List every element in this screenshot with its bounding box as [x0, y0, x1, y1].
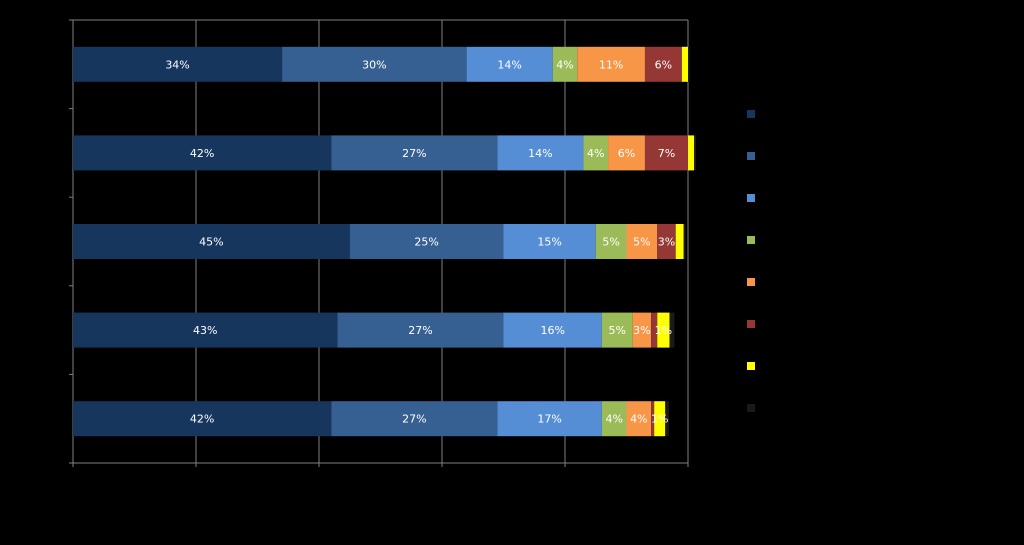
bar-segment — [73, 46, 283, 82]
legend-swatch — [747, 320, 755, 328]
bar-segment — [583, 135, 609, 171]
bar-segment — [349, 224, 504, 259]
bar-segment — [503, 224, 596, 259]
bar-segment — [497, 401, 602, 437]
bar-segment — [466, 46, 553, 82]
bar-segment — [608, 135, 645, 171]
bar-segment — [552, 46, 578, 82]
bar-segment — [694, 135, 696, 171]
bar-data-label: 3% — [633, 324, 650, 337]
bar-data-label: 5% — [633, 236, 650, 249]
legend — [747, 110, 755, 412]
bar-data-label: 5% — [602, 236, 619, 249]
bar-segment — [644, 46, 682, 82]
bar-data-label: 42% — [190, 147, 214, 160]
bar-data-label: 15% — [537, 236, 561, 249]
bar-data-label: 34% — [165, 58, 189, 71]
bar-segment — [73, 135, 332, 171]
legend-swatch — [747, 152, 755, 160]
bar-data-label: 4% — [605, 413, 622, 426]
bar-data-label: 1% — [655, 324, 672, 337]
bar-segment — [681, 46, 688, 82]
bar-data-label: 27% — [402, 413, 426, 426]
bars — [73, 46, 696, 437]
bar-data-label: 16% — [540, 324, 564, 337]
bar-segment — [331, 135, 498, 171]
bar-data-label: 27% — [402, 147, 426, 160]
bar-segment — [626, 224, 658, 259]
bar-data-label: 4% — [556, 58, 573, 71]
bar-segment — [497, 135, 584, 171]
bar-data-label: 25% — [414, 236, 438, 249]
bar-data-label: 1% — [651, 413, 668, 426]
bar-segment — [665, 401, 669, 437]
bar-segment — [595, 224, 627, 259]
bar-segment — [626, 401, 652, 437]
bar-segment — [331, 401, 498, 437]
bar-segment — [337, 312, 504, 348]
bar-data-label: 30% — [362, 58, 386, 71]
bar-data-label: 43% — [193, 324, 217, 337]
bar-segment — [651, 401, 655, 437]
bar-segment — [657, 224, 676, 259]
bar-segment — [669, 312, 675, 348]
bar-data-label: 5% — [609, 324, 626, 337]
bar-segment — [73, 224, 350, 259]
legend-swatch — [747, 110, 755, 118]
bar-segment — [683, 224, 686, 259]
bar-data-label: 7% — [658, 147, 675, 160]
bar-data-label: 42% — [190, 413, 214, 426]
legend-swatch — [747, 362, 755, 370]
bar-data-label: 14% — [528, 147, 552, 160]
bar-segment — [688, 135, 695, 171]
legend-swatch — [747, 236, 755, 244]
bar-data-label: 45% — [199, 236, 223, 249]
bar-segment — [675, 224, 684, 259]
bar-data-label: 17% — [537, 413, 561, 426]
bar-segment — [688, 46, 690, 82]
bar-data-label: 27% — [408, 324, 432, 337]
bar-segment — [577, 46, 645, 82]
bar-data-label: 11% — [599, 58, 623, 71]
bar-data-label: 3% — [658, 236, 675, 249]
bar-data-label: 4% — [587, 147, 604, 160]
data-labels: 34% 30% 14% 4% 11% 6% 42% 27% 14% 4% 6% 7% 45% 25% 15%… — [165, 58, 675, 425]
bar-segment — [73, 401, 332, 437]
bar-segment — [601, 312, 633, 348]
bar-segment — [657, 312, 670, 348]
bar-segment — [654, 401, 666, 437]
bar-segment — [73, 312, 338, 348]
bar-data-label: 6% — [655, 58, 672, 71]
bar-segment — [644, 135, 688, 171]
legend-swatch — [747, 404, 755, 412]
bar-segment — [503, 312, 602, 348]
bar-segment — [651, 312, 658, 348]
bar-segment — [601, 401, 627, 437]
bar-data-label: 6% — [618, 147, 635, 160]
legend-swatch — [747, 194, 755, 202]
bar-segment — [282, 46, 467, 82]
bar-data-label: 4% — [630, 413, 647, 426]
bar-segment — [632, 312, 652, 348]
legend-swatch — [747, 278, 755, 286]
bar-data-label: 14% — [497, 58, 521, 71]
